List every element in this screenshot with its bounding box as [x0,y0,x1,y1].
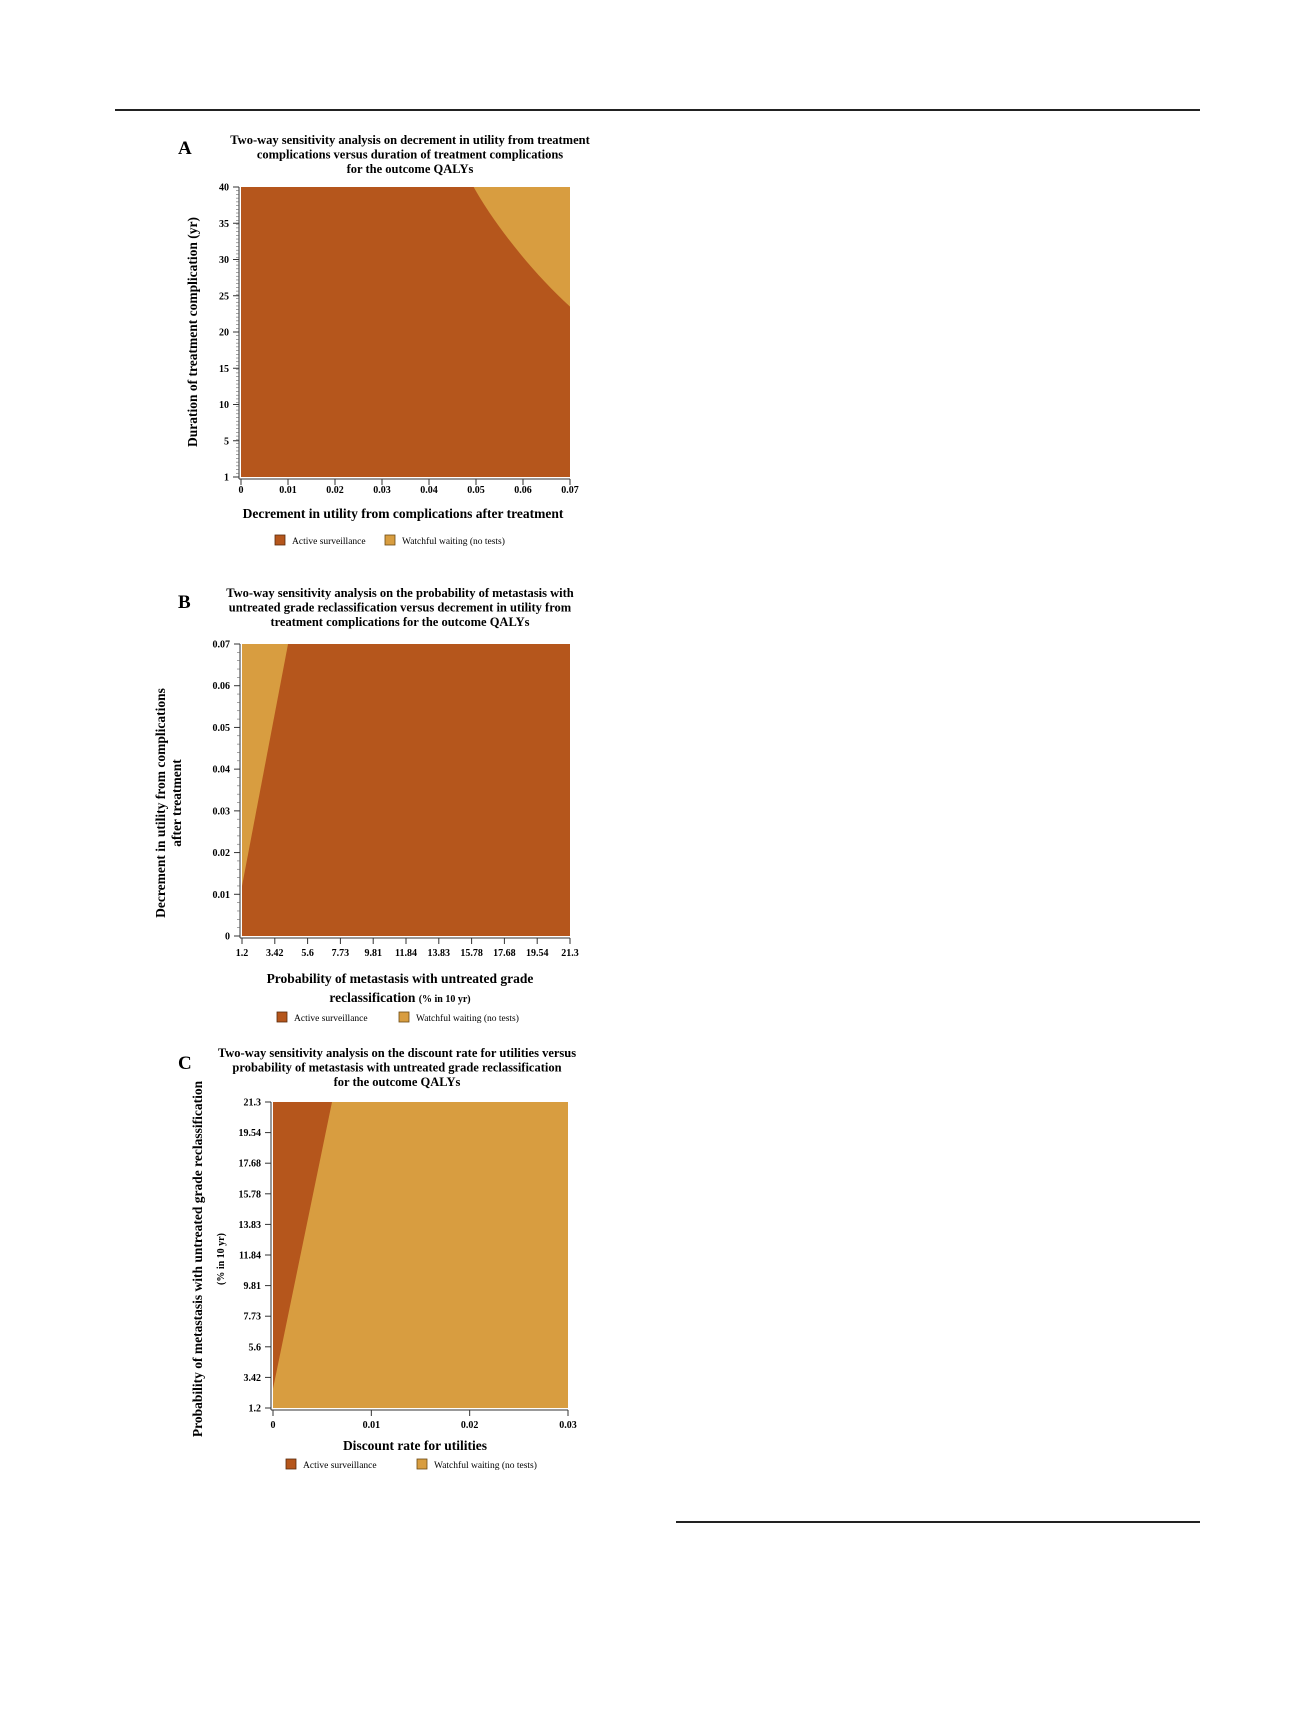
y-tick-label: 15.78 [239,1189,262,1200]
y-tick-label: 1 [224,473,229,484]
x-tick-label: 0.02 [326,485,344,496]
x-axis-label: Probability of metastasis with untreated… [267,971,534,986]
x-tick-label: 1.2 [236,948,249,959]
y-tick-label: 0.06 [213,681,231,692]
x-tick-label: 9.81 [364,948,382,959]
region-watchful-waiting [273,1102,568,1408]
panel-letter: B [178,592,191,613]
x-tick-label: 0.03 [373,485,391,496]
y-tick-label: 0.03 [213,806,231,817]
y-axis-label-line2: after treatment [169,759,184,847]
legend-label-active: Active surveillance [292,537,366,547]
y-tick-label: 13.83 [239,1220,262,1231]
y-tick-label: 15 [219,364,229,375]
x-tick-label: 19.54 [526,948,549,959]
y-tick-label: 0.07 [213,640,231,651]
y-axis-label: Probability of metastasis with untreated… [190,1080,205,1437]
x-axis-label-line2: reclassification (% in 10 yr) [329,990,470,1005]
y-tick-label: 17.68 [239,1159,262,1170]
x-tick-label: 3.42 [266,948,284,959]
y-tick-label: 5.6 [249,1342,262,1353]
x-tick-label: 7.73 [332,948,350,959]
y-tick-label: 19.54 [239,1128,262,1139]
legend-swatch-watchful [416,1458,428,1470]
chart-panel-b: 0 0.01 0.02 0.03 0.04 0.05 0.06 0.07 1.2 3.42 5.6 7… [153,586,579,1024]
y-tick-label: 0.01 [213,890,231,901]
x-tick-label: 0.07 [561,485,579,496]
legend-label-watchful: Watchful waiting (no tests) [416,1013,519,1024]
y-tick-label: 30 [219,255,229,266]
x-axis-label-part: reclassification [329,990,418,1005]
x-tick-label: 0 [239,485,244,496]
chart-title-line: Two-way sensitivity analysis on the prob… [226,586,574,600]
chart-title-line: for the outcome QALYs [347,162,474,176]
y-tick-label: 9.81 [244,1281,262,1292]
panel-letter: C [178,1053,192,1074]
x-tick-label: 5.6 [301,948,314,959]
chart-title-line: treatment complications for the outcome … [270,615,529,629]
x-tick-label: 0.04 [420,485,438,496]
y-tick-label: 5 [224,436,229,447]
x-tick-label: 0.06 [514,485,532,496]
x-tick-label: 13.83 [428,948,451,959]
legend-swatch-active [285,1458,297,1470]
y-tick-label: 10 [219,400,229,411]
legend-swatch-watchful [398,1011,410,1023]
chart-title-line: untreated grade reclassification versus … [229,601,572,615]
x-axis-label-units: (% in 10 yr) [419,994,471,1005]
region-watchful-waiting [473,187,570,307]
y-axis-label: Duration of treatment complication (yr) [185,217,200,447]
x-tick-label: 0.05 [467,485,485,496]
x-tick-label: 21.3 [561,948,579,959]
y-tick-label: 35 [219,219,229,230]
chart-title-line: Two-way sensitivity analysis on decremen… [230,133,590,147]
region-active-surveillance [273,1102,332,1389]
x-tick-label: 0.03 [559,1420,577,1431]
y-tick-label: 20 [219,328,229,339]
x-tick-label: 15.78 [460,948,483,959]
y-tick-label: 7.73 [244,1312,262,1323]
chart-title-line: for the outcome QALYs [334,1075,461,1089]
legend-label-watchful: Watchful waiting (no tests) [434,1460,537,1471]
y-axis-label-units: (% in 10 yr) [216,1233,227,1285]
legend-swatch-active [274,534,286,546]
y-tick-label: 25 [219,291,229,302]
y-tick-label: 3.42 [244,1373,262,1384]
x-tick-label: 11.84 [395,948,417,959]
chart-panel-c: 1.2 3.42 5.6 7.73 9.81 11.84 13.83 15.78 17.68 19… [178,1046,577,1471]
y-axis-label: Decrement in utility from complications [153,688,168,918]
y-tick-label: 0.05 [213,723,231,734]
region-active-surveillance [242,644,570,936]
region-watchful-waiting [242,644,289,886]
legend-swatch-active [276,1011,288,1023]
legend-label-active: Active surveillance [303,1461,377,1471]
x-axis-label: Discount rate for utilities [343,1438,487,1453]
chart-title-line: Two-way sensitivity analysis on the disc… [218,1046,576,1060]
chart-title-line: probability of metastasis with untreated… [232,1061,561,1075]
legend-label-watchful: Watchful waiting (no tests) [402,536,505,547]
page-top-rule [115,109,1200,111]
x-tick-label: 17.68 [493,948,516,959]
chart-title-line: complications versus duration of treatme… [257,148,563,162]
y-tick-label: 0.02 [213,848,231,859]
y-tick-label: 1.2 [249,1404,262,1415]
y-tick-label: 0.04 [213,765,231,776]
page-footnote-rule [676,1521,1200,1523]
legend-label-active: Active surveillance [294,1014,368,1024]
x-tick-label: 0.02 [461,1420,479,1431]
panel-letter: A [178,138,192,159]
y-tick-label: 40 [219,183,229,194]
x-tick-label: 0.01 [279,485,297,496]
legend-swatch-watchful [384,534,396,546]
y-tick-label: 11.84 [239,1251,261,1262]
x-tick-label: 0.01 [363,1420,381,1431]
x-tick-label: 0 [271,1420,276,1431]
y-tick-label: 0 [225,932,230,943]
y-tick-label: 21.3 [244,1098,262,1109]
x-axis-label: Decrement in utility from complications … [243,506,564,521]
